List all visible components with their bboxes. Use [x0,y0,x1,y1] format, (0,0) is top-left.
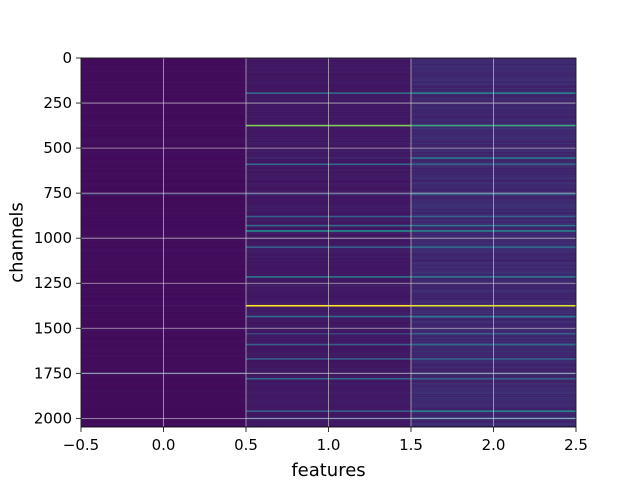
y-tick-label: 250 [43,94,72,112]
y-tick-label: 500 [43,139,72,157]
y-tick-label: 750 [43,184,72,202]
x-tick-label: 2.5 [564,436,588,454]
grid-lines [80,57,577,427]
y-tick-label: 0 [62,49,72,67]
y-tick-label: 1500 [34,319,72,337]
x-tick-label: 1.0 [317,436,341,454]
x-axis: −0.5 0.0 0.5 1.0 1.5 2.0 2.5 [63,427,588,454]
x-axis-title: features [291,460,365,480]
y-axis-title: channels [6,202,27,283]
x-tick-label: 0.5 [234,436,258,454]
x-tick-label: −0.5 [63,436,99,454]
y-tick-label: 1750 [34,364,72,382]
plot-area [80,57,577,428]
y-axis: 0 250 500 750 1000 1250 1500 1750 2000 [34,49,81,427]
y-tick-label: 1000 [34,229,72,247]
x-tick-label: 0.0 [152,436,176,454]
y-tick-label: 2000 [34,409,72,427]
y-tick-label: 1250 [34,274,72,292]
x-tick-label: 2.0 [482,436,506,454]
x-tick-label: 1.5 [399,436,423,454]
